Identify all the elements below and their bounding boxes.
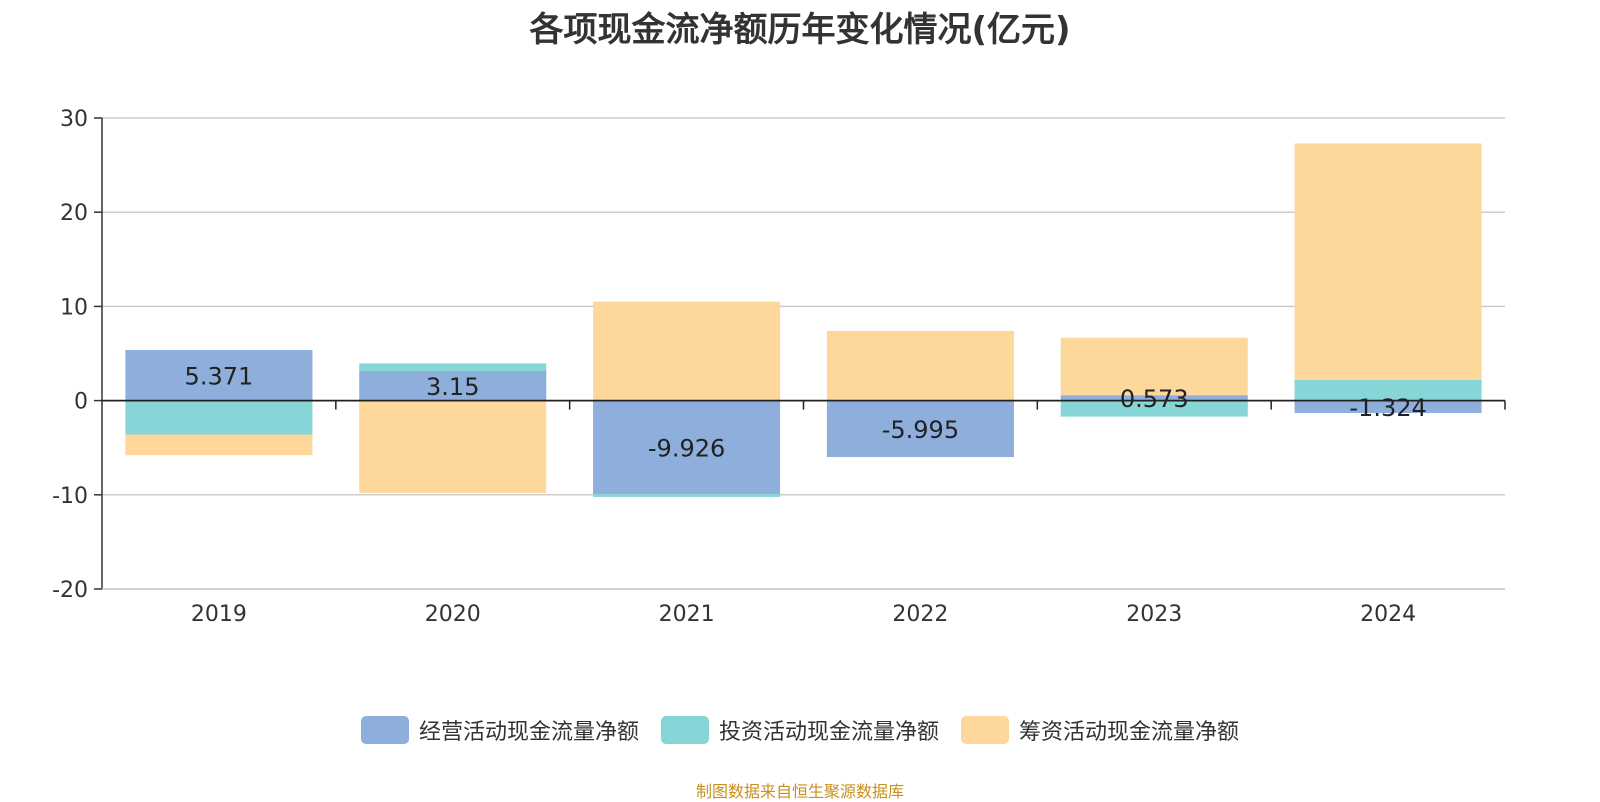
legend-swatch-investing — [660, 716, 709, 744]
x-tick-label-2024: 2024 — [1360, 602, 1416, 627]
legend-item-financing[interactable]: 筹资活动现金流量净额 — [961, 714, 1239, 746]
bar-2022-series-2 — [826, 330, 1014, 401]
x-tick-label-2022: 2022 — [892, 602, 948, 627]
bar-2020-series-1 — [359, 363, 547, 371]
bar-2020-series-0 — [359, 370, 547, 401]
y-tick-label: 20 — [60, 201, 88, 226]
bar-2023-series-1 — [1060, 400, 1248, 417]
grid-lines — [102, 117, 1505, 590]
data-label-2022: -5.995 — [882, 416, 959, 444]
source-footer: 制图数据来自恒生聚源数据库 — [695, 782, 904, 801]
bar-2021-series-2 — [593, 301, 781, 401]
data-labels: 5.371 3.15 -9.926 -5.995 0.573 -1.324 — [185, 362, 1427, 462]
bar-2021-series-1 — [593, 494, 781, 497]
bar-2021-series-0 — [593, 400, 781, 495]
data-label-2024: -1.324 — [1349, 394, 1426, 422]
bar-2022-series-0 — [826, 400, 1014, 458]
legend-swatch-financing — [961, 716, 1009, 744]
legend-swatch-operating — [360, 716, 409, 744]
bar-2019-series-2 — [125, 434, 313, 456]
chart-title: 各项现金流净额历年变化情况(亿元) — [529, 10, 1071, 50]
bar-2023-series-0 — [1060, 395, 1248, 401]
legend-label-investing: 投资活动现金流量净额 — [718, 720, 939, 745]
bar-2023-series-2 — [1060, 337, 1248, 396]
x-tick-label-2023: 2023 — [1126, 602, 1182, 627]
legend-label-operating: 经营活动现金流量净额 — [418, 720, 639, 745]
bar-2024-series-1 — [1294, 379, 1482, 401]
legend-item-investing[interactable]: 投资活动现金流量净额 — [660, 714, 939, 746]
data-label-2019: 5.371 — [185, 362, 254, 390]
bar-2024-series-2 — [1294, 143, 1482, 380]
x-tick-label-2021: 2021 — [659, 602, 715, 627]
x-tick-label-2020: 2020 — [425, 602, 481, 627]
chart-plot: 30 20 10 0 -10 -20 2019 2020 2021 2022 2023 2024 5.… — [52, 107, 1506, 627]
y-tick-label: 0 — [74, 390, 88, 415]
legend-label-financing: 筹资活动现金流量净额 — [1019, 720, 1240, 745]
bar-2019-series-0 — [125, 350, 313, 401]
legend-item-operating[interactable]: 经营活动现金流量净额 — [360, 714, 639, 746]
axes: 30 20 10 0 -10 -20 2019 2020 2021 2022 2023 2024 — [52, 107, 1506, 627]
bar-2019-series-1 — [125, 400, 313, 435]
y-tick-label: 30 — [60, 107, 88, 132]
data-label-2020: 3.15 — [426, 373, 479, 401]
data-label-2023: 0.573 — [1120, 385, 1189, 413]
y-tick-label: -20 — [52, 578, 88, 603]
legend: 经营活动现金流量净额 投资活动现金流量净额 筹资活动现金流量净额 — [0, 714, 1600, 746]
y-tick-label: 10 — [60, 295, 88, 320]
x-tick-label-2019: 2019 — [191, 602, 247, 627]
data-label-2021: -9.926 — [648, 434, 725, 462]
bar-2024-series-0 — [1294, 400, 1482, 414]
bars — [125, 143, 1482, 497]
bar-2020-series-2 — [359, 400, 547, 493]
y-tick-label: -10 — [52, 484, 88, 509]
